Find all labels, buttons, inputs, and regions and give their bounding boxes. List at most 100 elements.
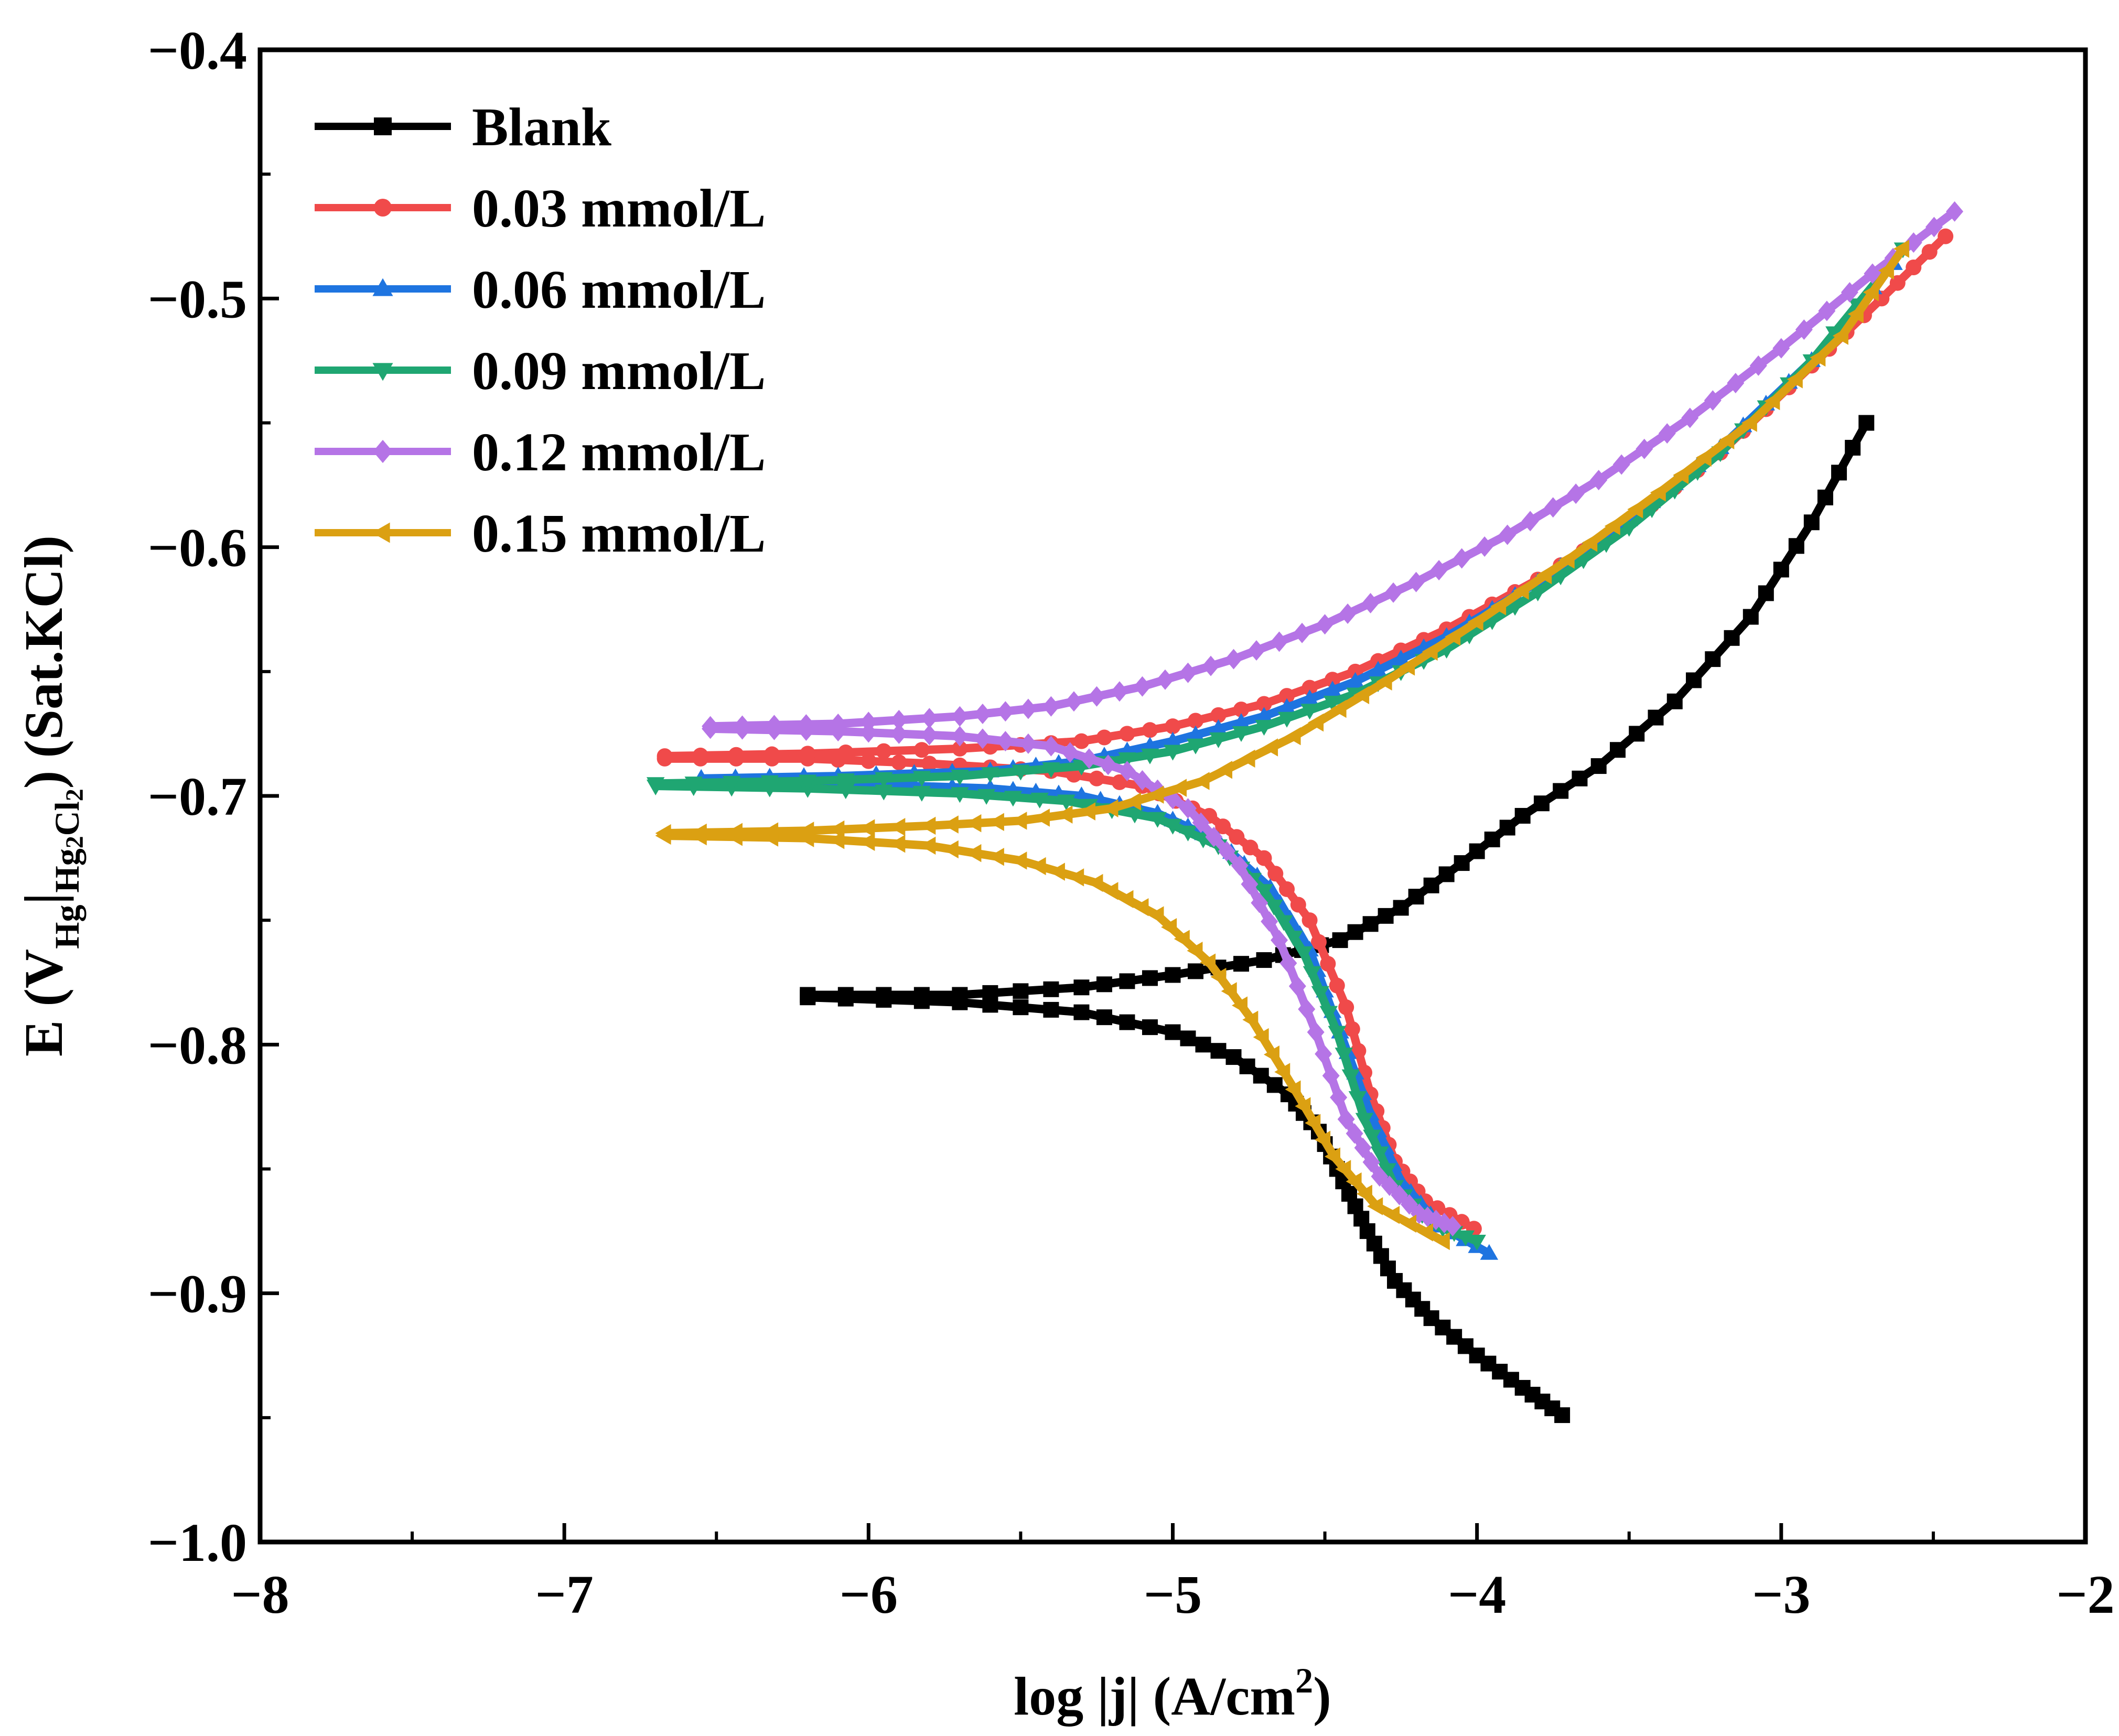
data-point bbox=[942, 815, 959, 834]
data-point bbox=[1514, 807, 1531, 824]
data-point bbox=[1263, 1045, 1279, 1064]
data-point bbox=[1536, 566, 1552, 585]
data-point bbox=[1878, 261, 1894, 280]
data-point bbox=[1438, 866, 1455, 882]
data-point bbox=[1499, 524, 1516, 545]
data-point bbox=[1484, 832, 1500, 848]
data-point bbox=[1165, 718, 1181, 735]
data-point bbox=[1274, 1063, 1290, 1081]
data-point bbox=[1582, 534, 1598, 552]
legend-swatch-marker bbox=[372, 363, 393, 381]
data-point bbox=[1305, 1114, 1321, 1132]
data-point bbox=[1293, 622, 1311, 643]
data-point bbox=[913, 987, 930, 1003]
data-point bbox=[1265, 899, 1283, 915]
data-point bbox=[1125, 792, 1141, 811]
data-point bbox=[1513, 581, 1529, 600]
data-point bbox=[920, 836, 936, 855]
anodic-branch-line bbox=[660, 232, 1950, 761]
data-point bbox=[1161, 918, 1177, 936]
data-point bbox=[1209, 719, 1228, 735]
data-point bbox=[1218, 841, 1235, 862]
data-point bbox=[691, 823, 707, 842]
data-point bbox=[1938, 228, 1954, 244]
data-point bbox=[760, 775, 779, 791]
data-point bbox=[974, 728, 992, 749]
data-point bbox=[1393, 900, 1409, 916]
data-point bbox=[1533, 795, 1550, 812]
data-point bbox=[1831, 465, 1847, 481]
x-axis-title: log |j| (A/cm2) bbox=[1014, 1660, 1331, 1727]
data-point bbox=[1353, 686, 1370, 705]
legend-label: 0.15 mmol/L bbox=[472, 503, 766, 564]
data-point bbox=[1210, 1043, 1227, 1059]
data-point bbox=[1490, 597, 1507, 616]
data-point bbox=[1241, 874, 1259, 894]
data-point bbox=[1344, 1021, 1360, 1037]
data-point bbox=[1620, 521, 1638, 537]
data-point bbox=[1704, 390, 1722, 411]
data-point bbox=[1111, 681, 1128, 702]
data-point bbox=[1817, 489, 1833, 505]
data-point bbox=[1391, 1184, 1408, 1205]
data-point bbox=[692, 747, 708, 763]
data-point bbox=[1335, 1160, 1351, 1178]
data-point bbox=[765, 715, 783, 736]
data-point bbox=[1572, 770, 1588, 786]
data-point bbox=[1355, 1113, 1374, 1129]
data-point bbox=[1604, 517, 1620, 535]
data-point bbox=[1011, 812, 1027, 830]
data-point bbox=[1301, 680, 1318, 696]
data-point bbox=[1251, 892, 1268, 913]
data-point bbox=[1049, 862, 1065, 881]
y-axis-title-ref: (Sat.KCl) bbox=[14, 535, 74, 758]
data-point bbox=[1210, 707, 1227, 723]
data-point bbox=[1381, 1176, 1399, 1196]
data-point bbox=[1764, 392, 1780, 411]
y-tick-label: −0.7 bbox=[148, 767, 247, 827]
data-point bbox=[1202, 655, 1220, 676]
data-point bbox=[1476, 536, 1493, 557]
data-point bbox=[723, 775, 741, 792]
data-point bbox=[1118, 752, 1136, 768]
data-point bbox=[1142, 1019, 1158, 1036]
data-point bbox=[1164, 745, 1182, 761]
data-point bbox=[1308, 713, 1324, 732]
data-point bbox=[1096, 729, 1112, 746]
data-point bbox=[1262, 738, 1278, 757]
x-tick-label: −8 bbox=[231, 1565, 289, 1625]
data-point bbox=[1422, 642, 1438, 661]
legend-swatch-marker bbox=[374, 117, 392, 135]
data-point bbox=[1266, 1077, 1283, 1093]
y-tick-label: −0.9 bbox=[148, 1264, 247, 1324]
data-point bbox=[1079, 802, 1095, 821]
data-point bbox=[1117, 890, 1134, 909]
data-point bbox=[837, 744, 854, 760]
data-point bbox=[1288, 976, 1306, 997]
data-point bbox=[1099, 754, 1117, 775]
data-point bbox=[1346, 1172, 1362, 1191]
data-point bbox=[1363, 1129, 1381, 1146]
y-tick-label: −1.0 bbox=[148, 1513, 247, 1573]
data-point bbox=[1164, 731, 1182, 748]
data-point bbox=[1453, 548, 1471, 569]
data-point bbox=[1193, 772, 1210, 790]
data-point bbox=[1217, 760, 1233, 779]
data-point bbox=[1320, 956, 1336, 972]
data-point bbox=[836, 783, 855, 800]
data-point bbox=[1906, 260, 1922, 276]
data-point bbox=[1695, 448, 1712, 467]
data-point bbox=[1444, 1216, 1461, 1237]
data-point bbox=[951, 787, 969, 803]
x-tick-label: −4 bbox=[1448, 1565, 1506, 1625]
data-point bbox=[1658, 423, 1676, 444]
data-point bbox=[1210, 967, 1227, 986]
data-point bbox=[1200, 953, 1216, 972]
data-point bbox=[988, 813, 1004, 832]
series-0-12-mmol-l bbox=[702, 201, 1964, 1237]
data-point bbox=[1255, 884, 1273, 900]
data-point bbox=[1893, 240, 1909, 258]
y-axis-sub-hg: Hg bbox=[48, 905, 87, 949]
data-point bbox=[1119, 973, 1135, 989]
data-point bbox=[1255, 720, 1273, 736]
